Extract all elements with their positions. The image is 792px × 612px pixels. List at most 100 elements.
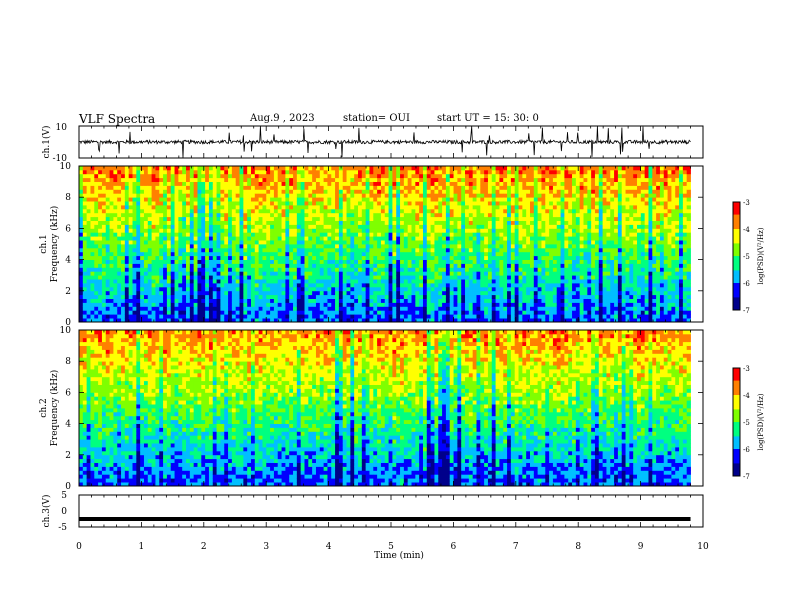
ch1-spectrogram-cell — [507, 216, 512, 221]
ch1-spectrogram-cell — [273, 290, 279, 296]
ch1-spectrogram-cell — [526, 271, 531, 276]
ch1-spectrogram-cell — [117, 212, 122, 218]
ch1-spectrogram-cell — [354, 318, 359, 323]
ch1-spectrogram-cell — [350, 310, 355, 315]
ch1-spectrogram-cell — [342, 298, 347, 303]
ch1-spectrogram-cell — [159, 275, 164, 280]
ch1-spectrogram-cell — [250, 193, 256, 198]
ch1-spectrogram-cell — [220, 310, 225, 315]
ch1-spectrogram-cell — [346, 189, 351, 194]
ch1-spectrogram-cell — [445, 185, 451, 190]
ch1-spectrogram-cell — [208, 259, 214, 264]
ch1-spectrogram-cell — [86, 290, 91, 296]
ch1-spectrogram-cell — [140, 251, 145, 257]
ch1-spectrogram-cell — [136, 247, 141, 253]
ch1-spectrogram-cell — [335, 205, 340, 210]
ch1-spectrogram-cell — [243, 205, 248, 210]
ch1-spectrogram-cell — [193, 177, 198, 182]
ch1-spectrogram-cell — [472, 220, 477, 225]
ch1-spectrogram-cell — [392, 263, 397, 268]
ch1-spectrogram-cell — [369, 310, 374, 315]
ch1-spectrogram-cell — [491, 283, 496, 288]
ch1-spectrogram-cell — [220, 294, 225, 299]
ch1-spectrogram-cell — [136, 314, 141, 319]
ch1-spectrogram-cell — [143, 255, 149, 260]
ch1-spectrogram-cell — [457, 259, 462, 264]
ch1-spectrogram-cell — [312, 290, 317, 296]
ch1-spectrogram-cell — [186, 255, 191, 260]
ch1-spectrogram-cell — [331, 263, 336, 268]
ch1-spectrogram-cell — [132, 173, 137, 179]
ch1-spectrogram-cell — [438, 185, 443, 190]
ch1-spectrogram-cell — [212, 290, 217, 296]
ch1-spectrogram-cell — [262, 267, 267, 272]
ch1-spectrogram-cell — [113, 185, 118, 190]
ch1-spectrogram-cell — [201, 247, 206, 253]
ch1-spectrogram-cell — [480, 173, 485, 179]
ch1-spectrogram-cell — [178, 216, 183, 221]
ch1-spectrogram-cell — [461, 255, 466, 260]
ch1-spectrogram-cell — [472, 185, 477, 190]
ch1-spectrogram-cell — [522, 271, 527, 276]
ch1-spectrogram-cell — [189, 185, 195, 190]
ch1-spectrogram-cell — [457, 314, 462, 319]
ch1-spectrogram-cell — [266, 228, 271, 233]
ch1-spectrogram-cell — [453, 302, 458, 307]
ch1-spectrogram-cell — [350, 236, 355, 241]
ch1-spectrogram-cell — [533, 181, 539, 186]
ch1-spectrogram-cell — [212, 166, 217, 171]
ch1-spectrogram-cell — [159, 290, 164, 296]
ch1-spectrogram-cell — [430, 212, 435, 218]
ch1-spectrogram-cell — [350, 201, 355, 206]
ch1-spectrogram-cell — [411, 251, 416, 257]
ch1-spectrogram-cell — [216, 267, 221, 272]
ch1-spectrogram-cell — [205, 275, 210, 280]
ch1-spectrogram-cell — [86, 267, 91, 272]
ch1-spectrogram-cell — [335, 267, 340, 272]
ch1-spectrogram-cell — [258, 244, 263, 249]
ch1-spectrogram-cell — [323, 228, 328, 233]
ch1-spectrogram-cell — [487, 314, 493, 319]
ch1-spectrogram-cell — [537, 185, 542, 190]
ch1-spectrogram-cell — [327, 197, 332, 202]
ch1-spectrogram-cell — [499, 314, 504, 319]
ch1-spectrogram-cell — [132, 189, 137, 194]
ch1-spectrogram-cell — [480, 271, 485, 276]
ch1-spectrogram-cell — [228, 255, 233, 260]
ch1-spectrogram-cell — [392, 236, 397, 241]
ch1-spectrogram-cell — [327, 306, 332, 311]
ch1-spectrogram-cell — [377, 228, 382, 233]
ch1-spectrogram-cell — [208, 267, 214, 272]
ch1-spectrogram-cell — [117, 185, 122, 190]
ch1-spectrogram-cell — [361, 318, 367, 323]
ch1-spectrogram-cell — [434, 302, 439, 307]
ch1-spectrogram-cell — [530, 247, 535, 253]
ch1-spectrogram-cell — [170, 205, 175, 210]
ch1-spectrogram-cell — [90, 216, 95, 221]
ch1-spectrogram-cell — [208, 212, 214, 218]
ch1-spectrogram-cell — [109, 220, 114, 225]
ch1-spectrogram-cell — [491, 205, 496, 210]
ch1-spectrogram-cell — [350, 306, 355, 311]
ch1-spectrogram-cell — [400, 306, 405, 311]
ch1-spectrogram-cell — [98, 302, 103, 307]
ch1-spectrogram-cell — [147, 302, 153, 307]
ch1-spectrogram-cell — [79, 290, 84, 296]
ch1-spectrogram-cell — [163, 244, 168, 249]
ch1-spectrogram-cell — [419, 298, 424, 303]
ch1-spectrogram-cell — [201, 189, 206, 194]
ch1-spectrogram-cell — [86, 314, 91, 319]
ch1-spectrogram-cell — [465, 290, 470, 296]
ch1-spectrogram-cell — [338, 283, 344, 288]
ch1-spectrogram-cell — [350, 193, 355, 198]
ch1-spectrogram-cell — [273, 197, 279, 202]
ch1-spectrogram-cell — [491, 290, 496, 296]
ch1-spectrogram-cell — [465, 283, 470, 288]
ch1-spectrogram-cell — [354, 259, 359, 264]
ch1-spectrogram-cell — [79, 251, 84, 257]
ch1-spectrogram-cell — [155, 216, 160, 221]
ch1-spectrogram-cell — [530, 251, 535, 257]
ch1-spectrogram-cell — [350, 189, 355, 194]
ch1-spectrogram-cell — [358, 236, 363, 241]
ch1-spectrogram-cell — [476, 298, 481, 303]
